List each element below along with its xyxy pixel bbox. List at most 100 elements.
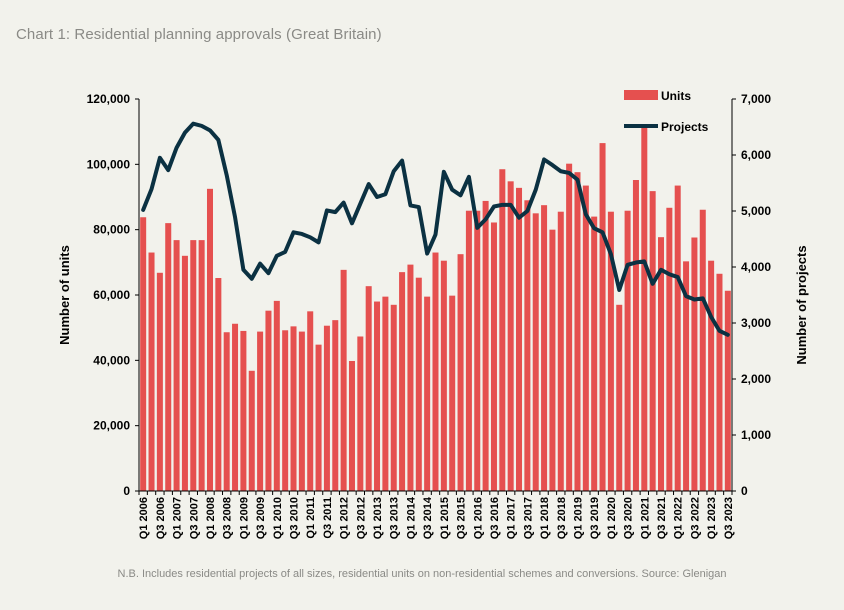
legend-projects-label: Projects [661,120,709,134]
units-bar [691,237,698,491]
units-bar [315,344,322,491]
legend-units-label: Units [661,89,691,103]
projects-line-layer [141,121,730,337]
x-tick-label: Q1 2014 [405,496,417,539]
left-tick-label: 20,000 [93,419,130,433]
units-bar [716,273,723,491]
x-tick-label: Q3 2020 [623,497,635,539]
units-bar [641,125,648,491]
right-tick-label: 2,000 [741,372,771,386]
right-tick-label: 0 [741,484,748,498]
units-bar [532,213,539,491]
left-tick-label: 60,000 [93,288,130,302]
x-tick-label: Q1 2017 [506,497,518,539]
units-bar [340,269,347,491]
units-bar [156,272,163,491]
units-bar [591,216,598,491]
right-tick-label: 5,000 [741,204,771,218]
axes: 0 20,000 40,000 60,000 80,000 100,000 120,000 0… [87,92,772,539]
x-tick-label: Q3 2018 [556,497,568,539]
units-bar [206,188,213,491]
units-bar [399,272,406,491]
units-bar [240,330,247,491]
units-bars [140,125,731,492]
units-bar [365,286,372,491]
units-bar [632,180,639,491]
x-tick-label: Q1 2015 [439,497,451,539]
x-tick-label: Q3 2016 [489,497,501,539]
units-bar [190,240,197,491]
units-bar [649,191,656,491]
x-tick-label: Q1 2007 [172,497,184,539]
units-bar [198,240,205,491]
units-bar [257,331,264,491]
units-bar [407,264,414,491]
units-bar [616,304,623,491]
x-tick-label: Q1 2009 [238,497,250,539]
units-bar [298,331,305,491]
units-bar [165,223,172,491]
x-tick-label: Q1 2010 [272,497,284,539]
left-tick-label: 0 [123,484,130,498]
footnote: N.B. Includes residential projects of al… [117,568,727,580]
units-bar [332,320,339,491]
right-tick-label: 3,000 [741,316,771,330]
units-bar [382,296,389,491]
x-tick-label: Q1 2006 [138,497,150,539]
left-tick-label: 120,000 [87,92,131,106]
units-bar [215,278,222,491]
x-tick-label: Q1 2018 [539,497,551,539]
left-axis-title: Number of units [57,245,72,345]
units-bar [440,260,447,491]
x-tick-label: Q1 2011 [305,497,317,539]
right-tick-label: 6,000 [741,148,771,162]
units-bar [582,185,589,491]
x-tick-label: Q1 2013 [372,497,384,539]
units-bar [507,181,514,491]
units-bar [658,237,665,491]
units-bar [248,370,255,491]
units-bar [424,296,431,491]
x-tick-label: Q3 2019 [589,497,601,539]
x-tick-label: Q3 2012 [355,497,367,539]
units-bar [474,210,481,491]
x-tick-label: Q1 2019 [572,497,584,539]
projects-line [141,121,730,337]
units-bar [708,260,715,491]
x-tick-label: Q3 2010 [289,497,301,539]
chart-title: Chart 1: Residential planning approvals … [16,26,382,43]
units-bar [323,325,330,491]
x-tick-label: Q1 2016 [472,497,484,539]
x-tick-label: Q3 2014 [422,496,434,539]
x-tick-label: Q3 2007 [188,497,200,539]
x-tick-label: Q3 2023 [723,497,735,539]
units-bar [415,277,422,491]
axis-labels: Number of units Number of projects [57,245,809,364]
x-tick-label: Q3 2006 [155,497,167,539]
units-bar [223,332,230,491]
units-bar [449,295,456,491]
x-tick-label: Q3 2013 [389,497,401,539]
units-bar [499,169,506,492]
x-tick-label: Q3 2011 [322,497,334,539]
units-bar [490,222,497,492]
x-tick-label: Q3 2008 [222,497,234,539]
left-tick-label: 40,000 [93,353,130,367]
x-tick-label: Q3 2021 [656,497,668,539]
x-tick-label: Q3 2022 [689,497,701,539]
right-tick-label: 4,000 [741,260,771,274]
units-bar [599,143,606,491]
units-bar [432,252,439,491]
left-tick-label: 100,000 [87,157,131,171]
right-tick-label: 1,000 [741,428,771,442]
units-bar [574,172,581,492]
units-bar [173,240,180,491]
legend: Units Projects [624,89,709,134]
units-bar [273,300,280,491]
units-bar [465,210,472,491]
units-bar [282,330,289,491]
units-bar [265,310,272,491]
x-tick-label: Q3 2009 [255,497,267,539]
units-bar [457,254,464,491]
